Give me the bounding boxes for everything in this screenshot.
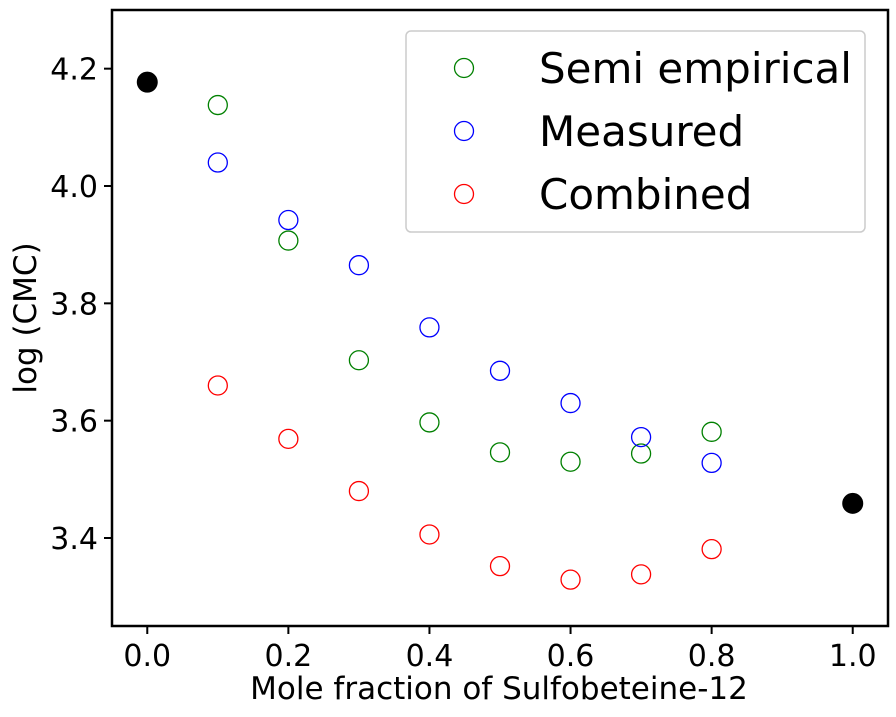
x-tick-label: 0.4 <box>406 639 454 674</box>
point-measured <box>701 452 722 474</box>
point-semi-empirical <box>630 443 652 464</box>
point-semi-empirical <box>701 421 722 442</box>
point-measured <box>419 317 440 338</box>
point-measured <box>348 255 370 276</box>
point-combined <box>207 375 228 396</box>
point-combined <box>419 524 440 545</box>
legend-label-semi-empirical: Semi empirical <box>539 44 852 93</box>
y-tick-label: 3.4 <box>50 522 98 557</box>
point-combined <box>278 428 299 450</box>
x-tick-label: 0.0 <box>123 639 171 674</box>
x-tick-label: 0.6 <box>547 639 595 674</box>
legend: Semi empirical Measured Combined <box>405 30 866 233</box>
y-tick-label: 3.6 <box>50 405 98 440</box>
legend-marker-semi-empirical <box>453 57 475 79</box>
points-layer <box>136 71 864 590</box>
x-tick-label: 1.0 <box>829 639 877 674</box>
legend-marker-combined <box>453 183 475 205</box>
y-axis-label: log (CMC) <box>8 242 44 393</box>
legend-marker-measured <box>453 120 475 142</box>
y-tick-label: 4.2 <box>50 53 98 88</box>
legend-label-measured: Measured <box>539 107 744 156</box>
point-measured <box>630 426 652 448</box>
x-tick-label: 0.8 <box>688 639 736 674</box>
point-combined <box>560 569 581 590</box>
ticks-layer: 0.0 0.2 0.4 0.6 0.8 1.0 3.4 3.6 3.8 4.0 4.2 <box>50 53 876 674</box>
point-combined <box>489 556 511 577</box>
x-axis-label: Mole fraction of Sulfobeteine-12 <box>250 671 748 707</box>
point-combined <box>701 538 722 560</box>
y-tick-label: 4.0 <box>50 170 98 205</box>
plot-frame <box>110 8 890 628</box>
point-pure-component <box>136 71 158 93</box>
point-semi-empirical <box>489 442 511 463</box>
y-tick-label: 3.8 <box>50 287 98 322</box>
point-combined <box>630 564 652 585</box>
point-measured <box>278 209 299 231</box>
legend-frame <box>405 30 866 233</box>
legend-label-combined: Combined <box>539 170 752 219</box>
point-semi-empirical <box>278 230 299 251</box>
point-measured <box>207 152 228 173</box>
point-measured <box>489 360 511 381</box>
point-pure-component <box>842 492 864 514</box>
point-semi-empirical <box>560 451 581 472</box>
x-tick-label: 0.2 <box>265 639 313 674</box>
point-combined <box>348 480 370 502</box>
point-semi-empirical <box>419 412 440 433</box>
point-semi-empirical <box>348 350 370 371</box>
point-measured <box>560 392 581 414</box>
point-semi-empirical <box>207 94 228 116</box>
